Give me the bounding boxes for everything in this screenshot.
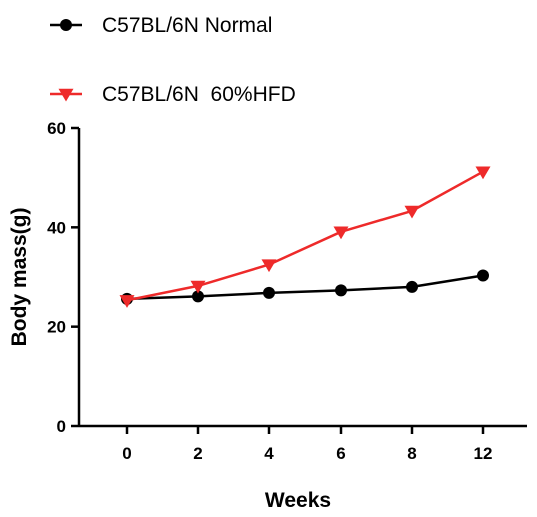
data-point (475, 166, 491, 180)
y-tick-label: 20 (47, 318, 66, 337)
y-axis-title: Body mass(g) (8, 208, 31, 347)
x-axis-title: Weeks (265, 489, 331, 512)
legend-label: C57BL/6N Normal (102, 14, 272, 37)
data-point (406, 280, 418, 293)
x-tick-label: 4 (264, 444, 274, 463)
y-tick-label: 40 (47, 218, 66, 237)
data-point (261, 259, 277, 273)
series-hfd (119, 166, 491, 308)
data-point (335, 284, 347, 297)
legend-item: C57BL/6N Normal (50, 14, 272, 37)
data-point (404, 205, 420, 219)
y-tick-label: 0 (57, 417, 66, 436)
data-point (477, 269, 489, 282)
legend-marker (58, 88, 74, 102)
x-tick-label: 6 (336, 444, 345, 463)
x-tick-label: 12 (474, 444, 493, 463)
y-tick-label: 60 (47, 119, 66, 138)
data-point (190, 280, 206, 294)
data-point (192, 290, 204, 303)
x-tick-label: 8 (407, 444, 416, 463)
data-point (333, 226, 349, 240)
legend: C57BL/6N Normal C57BL/6N 60%HFD (50, 14, 296, 106)
x-tick-label: 2 (193, 444, 202, 463)
series-line (126, 170, 484, 302)
series-group (119, 166, 491, 308)
series-line (126, 274, 484, 301)
series-normal (121, 269, 489, 305)
data-point (119, 295, 135, 308)
legend-marker (60, 19, 72, 31)
legend-item: C57BL/6N 60%HFD (50, 83, 296, 106)
axes: 0 20 40 60 0 2 4 6 8 12 (47, 119, 527, 463)
legend-label: C57BL/6N 60%HFD (102, 83, 296, 106)
x-tick-label: 0 (122, 444, 131, 463)
data-point (263, 286, 275, 299)
